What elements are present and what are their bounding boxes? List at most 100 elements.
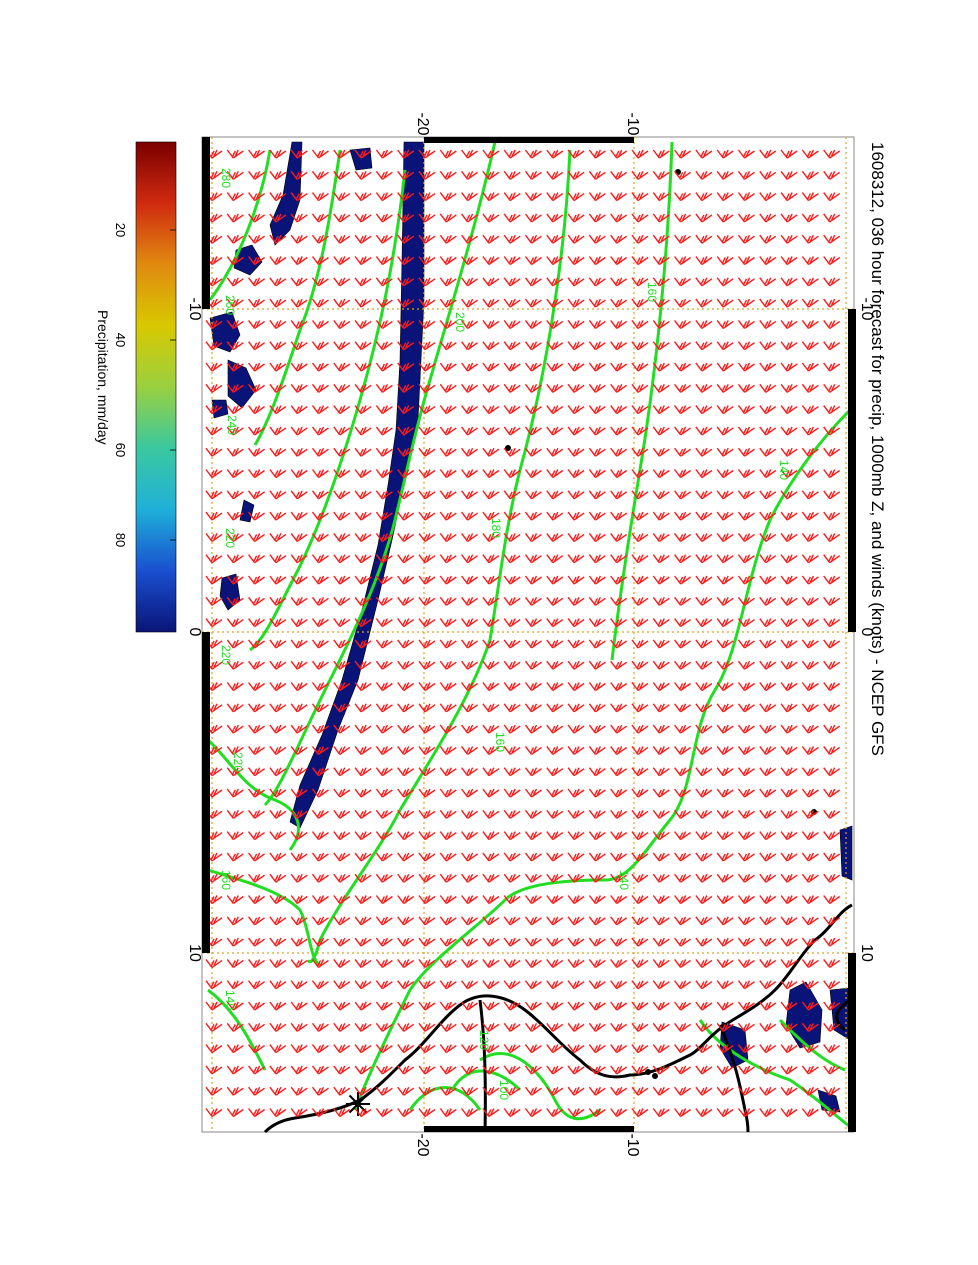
wind-barb xyxy=(780,511,798,521)
wind-barb xyxy=(546,277,564,287)
wind-barb xyxy=(652,469,670,479)
lon-tick-label: -10 xyxy=(858,297,875,320)
wind-barb xyxy=(205,490,223,500)
wind-barb xyxy=(290,426,308,436)
wind-barb xyxy=(695,831,713,841)
wind-barb xyxy=(290,895,308,905)
wind-barb xyxy=(333,1065,351,1075)
wind-barb xyxy=(737,469,755,479)
wind-barb xyxy=(311,426,329,436)
wind-barb xyxy=(418,277,436,287)
wind-barb xyxy=(567,937,585,947)
wind-barb xyxy=(780,447,798,457)
wind-barb xyxy=(333,341,351,351)
wind-barb xyxy=(503,682,521,692)
wind-barb xyxy=(695,1044,713,1054)
contour-label: 120 xyxy=(477,1030,491,1050)
wind-barb xyxy=(588,596,606,606)
wind-barb xyxy=(290,149,308,159)
wind-barb xyxy=(801,618,819,628)
wind-barb xyxy=(631,256,649,266)
wind-barb xyxy=(248,490,266,500)
wind-barb xyxy=(524,170,542,180)
wind-barb xyxy=(737,831,755,841)
wind-barb xyxy=(631,980,649,990)
wind-barb xyxy=(205,447,223,457)
wind-barb xyxy=(567,213,585,223)
wind-barb xyxy=(716,639,734,649)
wind-barb xyxy=(226,1001,244,1011)
wind-barb xyxy=(610,277,628,287)
wind-barb xyxy=(716,895,734,905)
wind-barb xyxy=(354,660,372,670)
wind-barb xyxy=(290,660,308,670)
lat-tick-label: -10 xyxy=(624,112,641,135)
wind-barb xyxy=(716,447,734,457)
wind-barb xyxy=(397,256,415,266)
wind-barb xyxy=(695,809,713,819)
wind-barb xyxy=(503,916,521,926)
wind-barb xyxy=(652,256,670,266)
wind-barb xyxy=(652,341,670,351)
wind-barb xyxy=(248,767,266,777)
wind-barb xyxy=(737,405,755,415)
wind-barb xyxy=(737,426,755,436)
wind-barb xyxy=(524,1086,542,1096)
wind-barb xyxy=(759,170,777,180)
wind-barb xyxy=(311,916,329,926)
wind-barb xyxy=(780,1086,798,1096)
wind-barb xyxy=(631,192,649,202)
wind-barb xyxy=(801,213,819,223)
wind-barb xyxy=(418,724,436,734)
wind-barb xyxy=(248,788,266,798)
lon-tick-label: -10 xyxy=(186,297,203,320)
wind-barb xyxy=(354,277,372,287)
wind-barb xyxy=(546,426,564,436)
wind-barb xyxy=(354,213,372,223)
wind-barb xyxy=(461,469,479,479)
wind-barb xyxy=(524,234,542,244)
wind-barb xyxy=(546,575,564,585)
wind-barb xyxy=(695,724,713,734)
wind-barb xyxy=(248,383,266,393)
wind-barb xyxy=(311,958,329,968)
wind-barb xyxy=(823,724,841,734)
wind-barb xyxy=(439,596,457,606)
wind-barb xyxy=(524,596,542,606)
wind-barb xyxy=(354,383,372,393)
wind-barb xyxy=(354,895,372,905)
wind-barb xyxy=(205,1022,223,1032)
wind-barb xyxy=(716,298,734,308)
wind-barb xyxy=(567,831,585,841)
wind-barb xyxy=(610,511,628,521)
wind-barb xyxy=(759,618,777,628)
wind-barb xyxy=(631,895,649,905)
wind-barb xyxy=(823,831,841,841)
wind-barb xyxy=(780,660,798,670)
wind-barb xyxy=(716,703,734,713)
wind-barb xyxy=(354,1108,372,1118)
wind-barb xyxy=(503,170,521,180)
wind-barb xyxy=(503,575,521,585)
wind-barb xyxy=(588,1065,606,1075)
wind-barb xyxy=(546,405,564,415)
wind-barb xyxy=(439,980,457,990)
wind-barb xyxy=(333,149,351,159)
wind-barb xyxy=(631,724,649,734)
wind-barb xyxy=(248,234,266,244)
wind-barb xyxy=(674,682,692,692)
wind-barb xyxy=(716,383,734,393)
wind-barb xyxy=(439,426,457,436)
wind-barb xyxy=(801,660,819,670)
wind-barb xyxy=(652,170,670,180)
wind-barb xyxy=(375,682,393,692)
wind-barb xyxy=(269,895,287,905)
wind-barb xyxy=(439,1065,457,1075)
wind-barb xyxy=(652,596,670,606)
wind-barb xyxy=(524,341,542,351)
contour-label: 180 xyxy=(489,518,503,538)
wind-barb xyxy=(567,511,585,521)
wind-barb xyxy=(226,682,244,692)
wind-barb xyxy=(716,490,734,500)
wind-barb xyxy=(354,980,372,990)
